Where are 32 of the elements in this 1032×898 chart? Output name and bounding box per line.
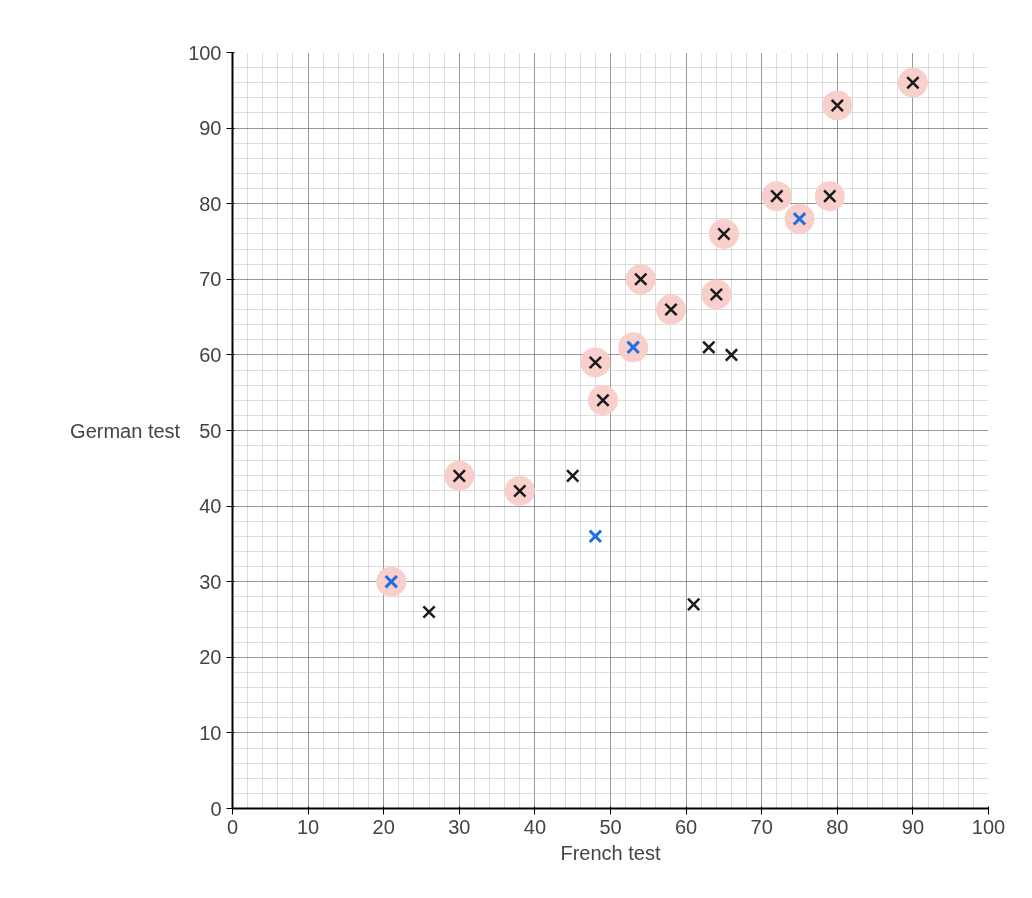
y-tick-label: 70 xyxy=(199,268,222,291)
point xyxy=(580,347,611,378)
point xyxy=(686,597,701,612)
y-tick-label: 100 xyxy=(188,41,222,64)
y-tick-label: 50 xyxy=(199,419,222,442)
y-tick-label: 90 xyxy=(199,117,222,140)
x-tick-label: 90 xyxy=(901,815,925,838)
y-tick-label: 40 xyxy=(199,495,222,518)
x-tick-label: 50 xyxy=(599,815,622,838)
y-tick-label: 60 xyxy=(199,343,222,366)
point xyxy=(701,340,716,355)
point xyxy=(708,218,739,249)
x-tick-label: 70 xyxy=(750,815,773,838)
x-tick-label: 10 xyxy=(296,815,320,838)
y-tick-label: 80 xyxy=(199,192,222,215)
x-tick-label: 40 xyxy=(523,815,547,838)
x-tick-label: 60 xyxy=(674,815,698,838)
point xyxy=(588,529,603,544)
y-tick-label: 30 xyxy=(199,570,222,593)
y-tick-label: 0 xyxy=(210,797,222,820)
y-tick-label: 20 xyxy=(199,646,222,669)
y-tick-label: 10 xyxy=(199,721,222,744)
x-tick-label: 80 xyxy=(826,815,849,838)
point xyxy=(565,468,580,483)
x-tick-label: 0 xyxy=(226,815,239,838)
x-tick-label: 20 xyxy=(372,815,395,838)
x-tick-label: 100 xyxy=(971,815,1006,838)
y-axis-title: German test xyxy=(70,419,181,442)
point xyxy=(422,605,436,619)
x-axis-title: French test xyxy=(560,841,661,864)
x-tick-label: 30 xyxy=(448,815,471,838)
point xyxy=(724,347,739,362)
